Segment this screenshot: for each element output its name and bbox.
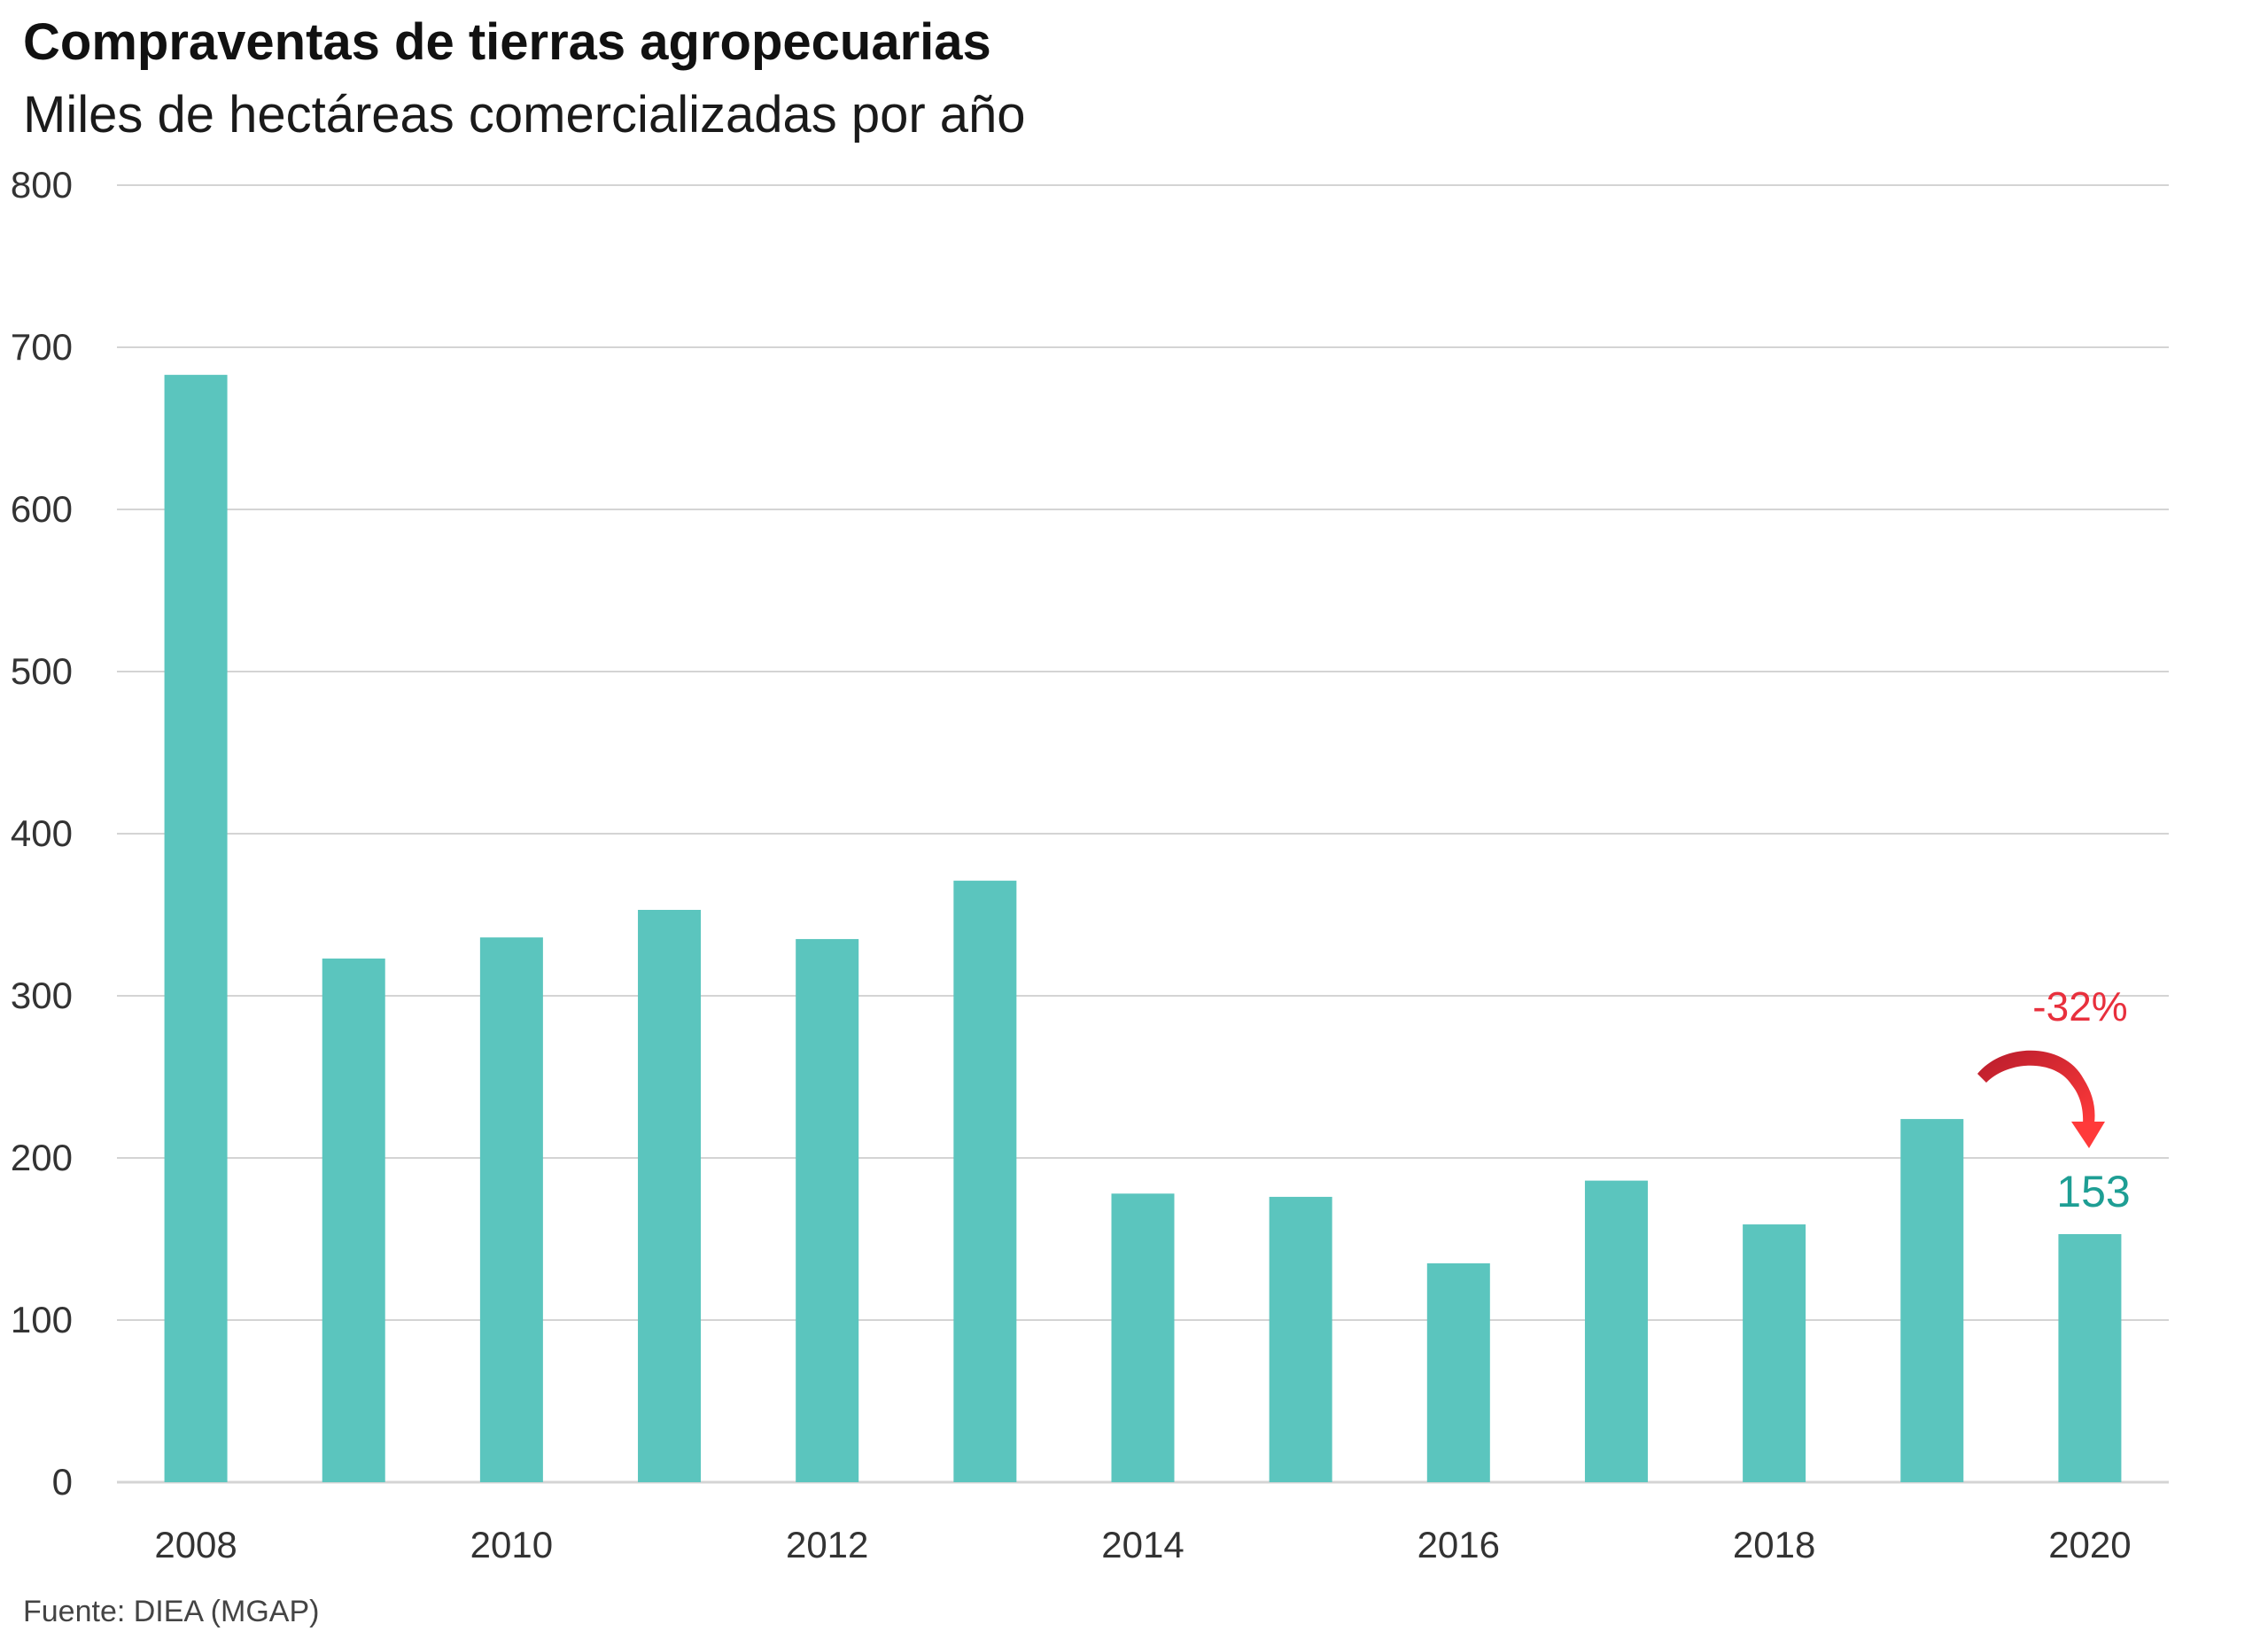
y-tick-label: 100 — [11, 1299, 73, 1340]
bar-2011 — [638, 910, 702, 1482]
x-tick-label: 2008 — [154, 1524, 237, 1565]
y-tick-label: 200 — [11, 1137, 73, 1178]
grid-lines — [117, 184, 2169, 1484]
chart-subtitle: Miles de hectáreas comercializadas por a… — [23, 86, 1026, 144]
bar-2018 — [1743, 1224, 1806, 1482]
bar-2008 — [164, 375, 228, 1482]
x-tick-label: 2018 — [1733, 1524, 1815, 1565]
y-tick-label: 400 — [11, 812, 73, 854]
bar-2016 — [1426, 1262, 1490, 1482]
bar-2013 — [953, 881, 1017, 1482]
change-arrow-head-icon — [2071, 1122, 2105, 1148]
y-axis-tick-labels: 0 100 200 300 400 500 600 700 800 — [11, 164, 73, 1503]
chart-title: Compraventas de tierras agropecuarias — [23, 13, 991, 71]
x-tick-label: 2016 — [1418, 1524, 1500, 1565]
x-tick-label: 2020 — [2048, 1524, 2131, 1565]
y-tick-label: 600 — [11, 488, 73, 530]
bar-2020 — [2058, 1234, 2122, 1482]
source-note: Fuente: DIEA (MGAP) — [23, 1595, 320, 1628]
bar-2017 — [1584, 1180, 1648, 1482]
bar-2009 — [322, 958, 385, 1482]
y-tick-label: 0 — [52, 1461, 73, 1503]
change-arrow-icon — [1977, 1050, 2095, 1123]
bar-2010 — [479, 937, 543, 1482]
y-tick-label: 500 — [11, 650, 73, 692]
bar-2019 — [1900, 1119, 1964, 1482]
bar-2012 — [796, 938, 859, 1482]
x-tick-label: 2010 — [470, 1524, 553, 1565]
bar-2014 — [1111, 1193, 1175, 1482]
bar-2015 — [1269, 1196, 1332, 1482]
y-tick-label: 800 — [11, 164, 73, 206]
change-percent-label: -32% — [2032, 983, 2127, 1029]
x-axis-tick-labels: 2008 2010 2012 2014 2016 2018 2020 — [154, 1524, 2131, 1565]
bars — [164, 375, 2122, 1482]
annotations: -32% 153 — [1977, 983, 2131, 1216]
x-tick-label: 2012 — [786, 1524, 868, 1565]
y-tick-label: 300 — [11, 975, 73, 1016]
x-tick-label: 2014 — [1101, 1524, 1184, 1565]
y-tick-label: 700 — [11, 326, 73, 368]
last-value-label: 153 — [2056, 1167, 2130, 1216]
